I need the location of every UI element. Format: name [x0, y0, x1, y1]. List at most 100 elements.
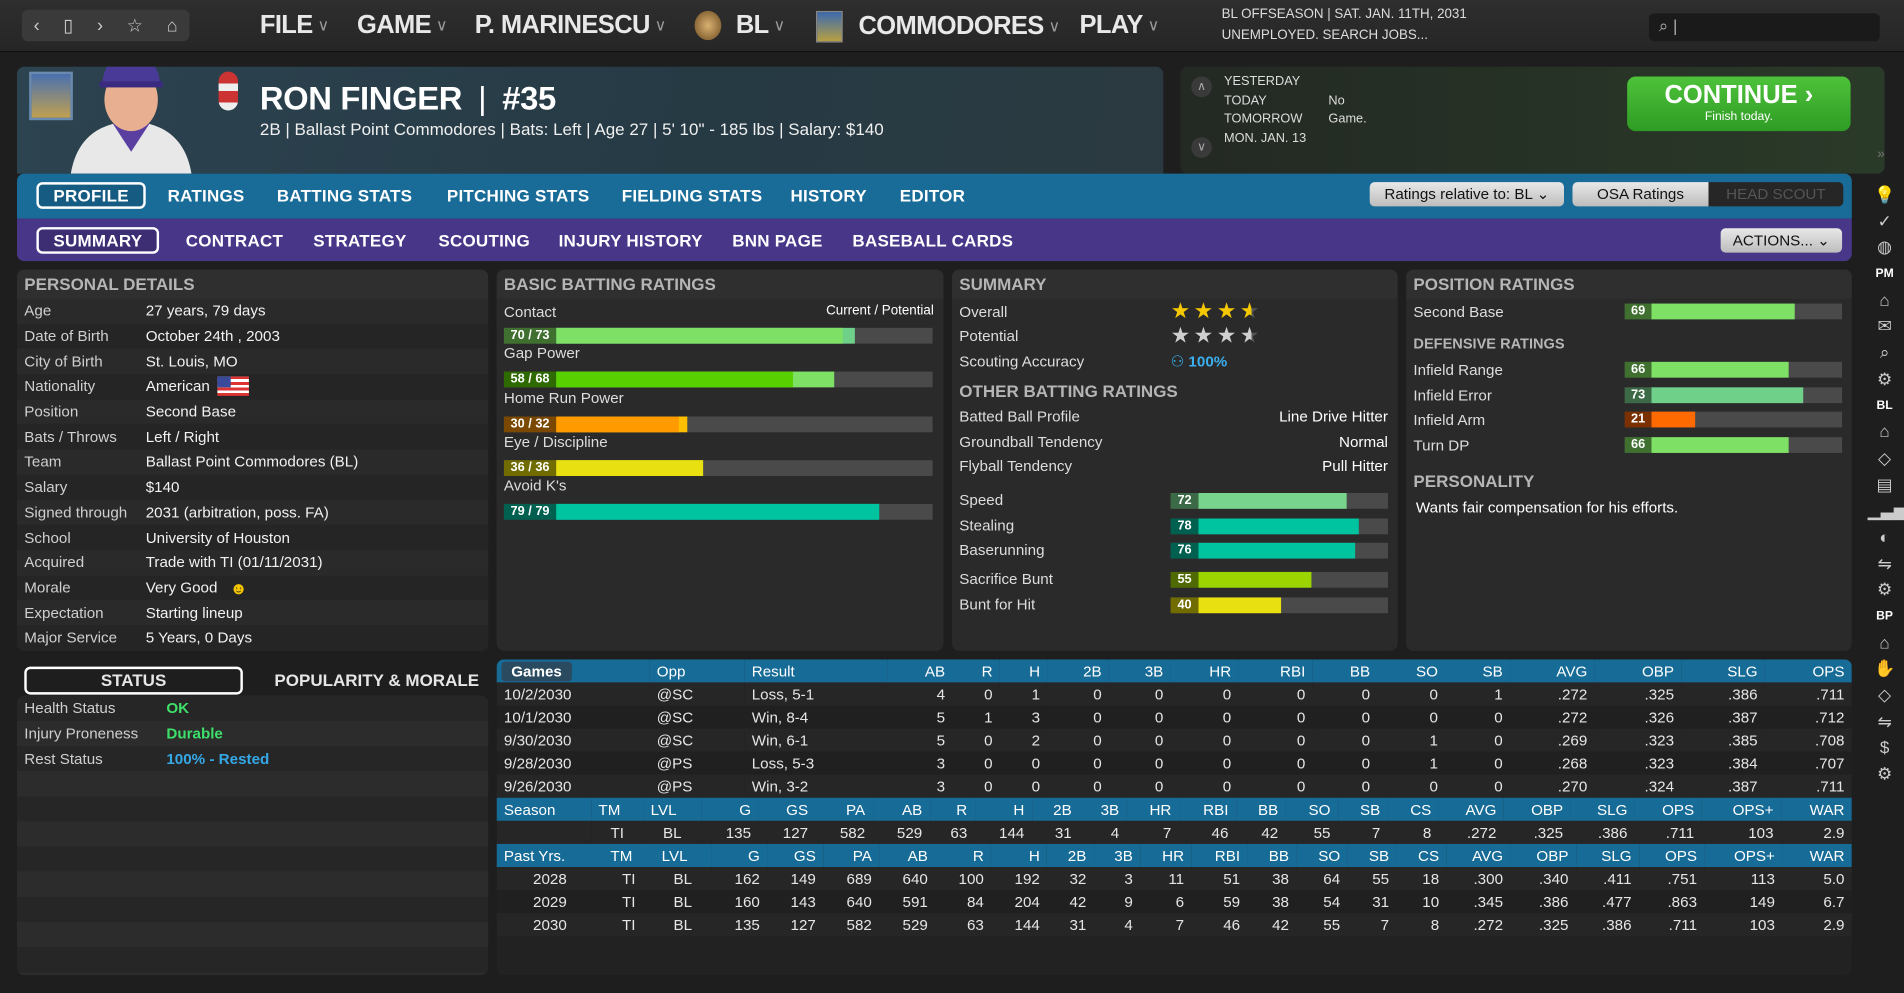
column-header-r[interactable]: R	[952, 659, 1000, 683]
tab-summary[interactable]: SUMMARY	[36, 227, 160, 254]
column-header-slg[interactable]: SLG	[1575, 843, 1639, 868]
gear-icon[interactable]: ⚙	[1876, 368, 1893, 389]
column-header-obp[interactable]: OBP	[1594, 659, 1682, 683]
trade-icon[interactable]: ⇋	[1877, 553, 1892, 573]
tab-editor[interactable]: EDITOR	[899, 185, 966, 206]
column-header-hr[interactable]: HR	[1140, 843, 1192, 868]
column-header-tm[interactable]: TM	[591, 797, 644, 821]
column-header-slg[interactable]: SLG	[1681, 659, 1765, 683]
ratings-relative-dropdown[interactable]: Ratings relative to: BL ⌄	[1369, 182, 1565, 207]
column-header-so[interactable]: SO	[1377, 659, 1446, 683]
column-header-pa[interactable]: PA	[815, 797, 873, 821]
expand-icon[interactable]: »	[1877, 146, 1885, 162]
column-header-past-yrs[interactable]: Past Yrs.	[496, 843, 604, 868]
home-icon[interactable]: ⌂	[1879, 289, 1890, 310]
column-header-rbi[interactable]: RBI	[1191, 843, 1248, 868]
column-header-gs[interactable]: GS	[758, 797, 816, 821]
menu-play[interactable]: PLAY ∨	[1080, 11, 1160, 40]
home-icon[interactable]: ⌂	[1879, 421, 1890, 442]
baseball-icon[interactable]: ◐	[1879, 526, 1890, 547]
menu-team[interactable]: COMMODORES ∨	[816, 10, 1060, 43]
column-header-obp[interactable]: OBP	[1503, 797, 1571, 821]
chevron-up-icon[interactable]: ∧	[1191, 76, 1212, 98]
hand-icon[interactable]: ✋	[1873, 658, 1896, 679]
column-header-3b[interactable]: 3B	[1079, 797, 1127, 821]
gear-icon[interactable]: ⚙	[1876, 763, 1893, 784]
menu-manager[interactable]: P. MARINESCU ∨	[475, 11, 666, 40]
column-header-ab[interactable]: AB	[879, 843, 936, 868]
column-header-ab[interactable]: AB	[887, 659, 953, 683]
column-header-g[interactable]: G	[711, 843, 768, 868]
lightbulb-icon[interactable]: 💡	[1873, 184, 1896, 205]
tab-popularity-morale[interactable]: POPULARITY & MORALE	[274, 670, 480, 690]
column-header-ops[interactable]: OPS	[1764, 659, 1852, 683]
column-header-rbi[interactable]: RBI	[1178, 797, 1236, 821]
tab-ratings[interactable]: RATINGS	[167, 185, 245, 206]
column-header-2b[interactable]: 2B	[1047, 843, 1094, 868]
column-header-hr[interactable]: HR	[1126, 797, 1179, 821]
card-icon[interactable]: ▤	[1876, 474, 1893, 494]
column-header-pa[interactable]: PA	[823, 843, 880, 868]
column-header-ab[interactable]: AB	[872, 797, 930, 821]
column-header-g[interactable]: G	[701, 797, 759, 821]
column-header-season[interactable]: Season	[496, 797, 592, 821]
column-header-obp[interactable]: OBP	[1510, 843, 1576, 868]
column-header-2b[interactable]: 2B	[1031, 797, 1080, 821]
tab-status[interactable]: STATUS	[24, 666, 243, 695]
tab-pitching-stats[interactable]: PITCHING STATS	[446, 185, 590, 206]
column-header-sb[interactable]: SB	[1445, 659, 1510, 683]
menu-game[interactable]: GAME ∨	[357, 11, 447, 40]
diamond-icon[interactable]: ◇	[1878, 684, 1892, 705]
column-header-h[interactable]: H	[991, 843, 1048, 868]
gear-icon[interactable]: ⚙	[1876, 579, 1893, 600]
bar-chart-icon[interactable]: ▁▃▅	[1867, 500, 1904, 521]
globe-icon[interactable]: ◍	[1877, 237, 1892, 257]
column-header-war[interactable]: WAR	[1780, 797, 1852, 821]
menu-file[interactable]: FILE ∨	[260, 11, 329, 40]
continue-button[interactable]: CONTINUE › Finish today.	[1627, 76, 1851, 132]
column-header-r[interactable]: R	[935, 843, 992, 868]
chevron-down-icon[interactable]: ∨	[1191, 137, 1212, 158]
column-header-bb[interactable]: BB	[1235, 797, 1286, 821]
column-header-2b[interactable]: 2B	[1047, 659, 1109, 683]
column-header-avg[interactable]: AVG	[1438, 797, 1504, 821]
home-icon[interactable]: ⌂	[166, 15, 178, 36]
column-header-cs[interactable]: CS	[1396, 843, 1447, 868]
tab-profile[interactable]: PROFILE	[36, 182, 146, 209]
column-header-sb[interactable]: SB	[1347, 843, 1397, 868]
home-icon[interactable]: ⌂	[1879, 632, 1890, 652]
mail-icon[interactable]: ✉	[1877, 316, 1892, 336]
head-scout-button[interactable]: HEAD SCOUT	[1708, 182, 1844, 207]
column-header-so[interactable]: SO	[1296, 843, 1348, 868]
column-header-bb[interactable]: BB	[1312, 659, 1378, 683]
column-header-tm[interactable]: TM	[603, 843, 655, 868]
column-header-opp[interactable]: Opp	[649, 659, 745, 683]
trade-icon[interactable]: ⇋	[1877, 711, 1892, 731]
column-header-lvl[interactable]: LVL	[643, 797, 702, 821]
column-header-bb[interactable]: BB	[1247, 843, 1297, 868]
dollar-icon[interactable]: $	[1879, 737, 1890, 758]
column-header-sb[interactable]: SB	[1337, 797, 1388, 821]
column-header-rbi[interactable]: RBI	[1238, 659, 1313, 683]
page-icon[interactable]: ▯	[63, 15, 74, 37]
star-icon[interactable]: ☆	[126, 15, 143, 37]
tab-batting-stats[interactable]: BATTING STATS	[276, 185, 413, 206]
column-header-3b[interactable]: 3B	[1108, 659, 1171, 683]
diamond-icon[interactable]: ◇	[1878, 447, 1892, 468]
column-header-r[interactable]: R	[929, 797, 975, 821]
tab-bnn-page[interactable]: BNN PAGE	[732, 230, 823, 251]
column-header-hr[interactable]: HR	[1170, 659, 1239, 683]
menu-league[interactable]: BL ∨	[694, 10, 785, 41]
column-header-h[interactable]: H	[974, 797, 1032, 821]
column-header-avg[interactable]: AVG	[1509, 659, 1595, 683]
tab-injury-history[interactable]: INJURY HISTORY	[558, 230, 703, 251]
column-header-ops[interactable]: OPS+	[1704, 843, 1783, 868]
column-header-3b[interactable]: 3B	[1093, 843, 1141, 868]
tab-history[interactable]: HISTORY	[790, 185, 867, 206]
column-header-gs[interactable]: GS	[767, 843, 824, 868]
column-header-result[interactable]: Result	[744, 659, 888, 683]
column-header-war[interactable]: WAR	[1782, 843, 1852, 868]
column-header-ops[interactable]: OPS+	[1701, 797, 1781, 821]
column-header-ops[interactable]: OPS	[1638, 843, 1705, 868]
column-header-slg[interactable]: SLG	[1570, 797, 1635, 821]
